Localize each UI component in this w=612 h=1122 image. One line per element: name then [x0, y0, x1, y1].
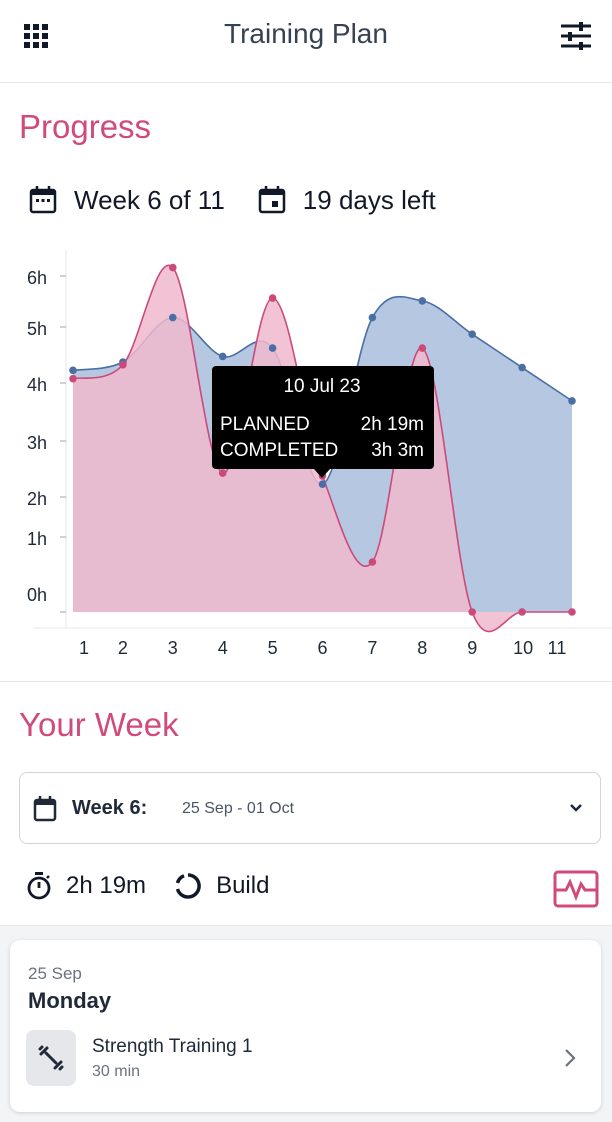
phase-ring-icon: [175, 873, 201, 899]
point-planned-9[interactable]: [468, 330, 477, 339]
point-completed-10[interactable]: [518, 608, 526, 616]
page-title: Training Plan: [224, 18, 388, 49]
grid-menu-icon[interactable]: [24, 24, 48, 48]
x-tick-label-1: 1: [79, 638, 89, 658]
point-planned-8[interactable]: [418, 297, 427, 305]
tooltip-planned-label: PLANNED: [220, 414, 310, 435]
week-duration: 2h 19m: [66, 872, 147, 899]
y-tick-label-5h: 5h: [27, 319, 47, 339]
point-planned-4[interactable]: [218, 352, 227, 361]
chart-tooltip: 10 Jul 23 PLANNED 2h 19m COMPLETED 3h 3m: [212, 366, 434, 478]
activity-chart-icon[interactable]: [553, 870, 599, 908]
point-planned-1[interactable]: [69, 366, 77, 375]
point-planned-7[interactable]: [368, 313, 377, 322]
tooltip-planned-value: 2h 19m: [361, 414, 424, 435]
chevron-down-icon: [570, 804, 582, 812]
week-stats: 2h 19m Build: [26, 866, 269, 906]
x-tick-label-4: 4: [218, 638, 228, 658]
week-phase: Build: [216, 872, 270, 899]
x-tick-label-11: 11: [548, 638, 567, 658]
y-tick-label-6h: 6h: [27, 268, 47, 288]
y-tick-label-0h: 0h: [27, 585, 47, 605]
week-selector-range: 25 Sep - 01 Oct: [182, 800, 295, 817]
point-planned-6[interactable]: [318, 480, 327, 489]
progress-chart-svg: 0h 1h 2h 3h 4h 5h 6h 1 2 3 4 5 6 7 8 9 10 11 10 Jul 23 PL…: [27, 250, 612, 658]
y-tick-label-4h: 4h: [27, 375, 47, 395]
x-tick-label-8: 8: [417, 638, 427, 658]
series-area-completed: [73, 265, 572, 632]
x-tick-label-9: 9: [467, 638, 477, 658]
point-completed-4[interactable]: [218, 469, 227, 477]
x-tick-label-2: 2: [118, 638, 128, 658]
y-tick-label-1h: 1h: [27, 529, 47, 549]
progress-meta: Week 6 of 11 19 days left: [28, 180, 436, 220]
point-completed-2[interactable]: [119, 360, 127, 369]
days-left-text: 19 days left: [302, 184, 436, 215]
section-divider: [0, 925, 612, 926]
stopwatch-icon: [27, 872, 51, 900]
progress-heading: Progress: [19, 108, 152, 145]
tooltip-completed-value: 3h 3m: [371, 440, 424, 461]
day-card-date: 25 Sep: [28, 964, 82, 983]
day-card[interactable]: 25 Sep Monday Strength Training 1 30 min: [10, 940, 601, 1112]
x-tick-label-6: 6: [317, 638, 327, 658]
point-planned-11[interactable]: [568, 397, 576, 405]
point-completed-9[interactable]: [468, 608, 477, 616]
y-tick-label-3h: 3h: [27, 433, 47, 453]
x-tick-label-10: 10: [513, 638, 533, 658]
calendar-icon: [33, 796, 57, 822]
activity-duration: 30 min: [92, 1063, 141, 1080]
progress-chart: 0h 1h 2h 3h 4h 5h 6h 1 2 3 4 5 6 7 8 9 10 11 10 Jul 23 PL…: [0, 240, 612, 670]
sliders-icon[interactable]: [560, 22, 592, 50]
point-completed-11[interactable]: [568, 608, 576, 616]
point-planned-3[interactable]: [169, 313, 177, 322]
tooltip-completed-label: COMPLETED: [220, 440, 338, 461]
tooltip-date: 10 Jul 23: [283, 376, 360, 397]
x-tick-label-5: 5: [268, 638, 278, 658]
point-completed-7[interactable]: [368, 558, 377, 566]
calendar-event-icon: [258, 186, 286, 214]
week-progress-text: Week 6 of 11: [74, 184, 225, 215]
point-completed-1[interactable]: [69, 374, 77, 383]
point-completed-5[interactable]: [268, 294, 277, 302]
activity-name: Strength Training 1: [92, 1036, 253, 1057]
week-selector[interactable]: Week 6: 25 Sep - 01 Oct: [19, 772, 601, 844]
point-planned-10[interactable]: [518, 363, 526, 372]
app-header: Training Plan: [0, 0, 612, 83]
x-tick-label-3: 3: [168, 638, 178, 658]
chevron-right-icon: [565, 1049, 576, 1067]
point-planned-5[interactable]: [268, 344, 277, 352]
day-card-weekday: Monday: [28, 988, 112, 1013]
calendar-icon: [29, 186, 57, 214]
y-tick-label-2h: 2h: [27, 489, 47, 509]
x-tick-label-7: 7: [367, 638, 377, 658]
dumbbell-icon: [38, 1045, 64, 1071]
week-selector-label: Week 6:: [72, 797, 148, 819]
point-completed-8[interactable]: [418, 344, 427, 352]
section-divider: [0, 681, 612, 682]
activity-icon-box: [26, 1030, 76, 1086]
your-week-heading: Your Week: [19, 706, 179, 743]
point-completed-3[interactable]: [169, 263, 177, 272]
